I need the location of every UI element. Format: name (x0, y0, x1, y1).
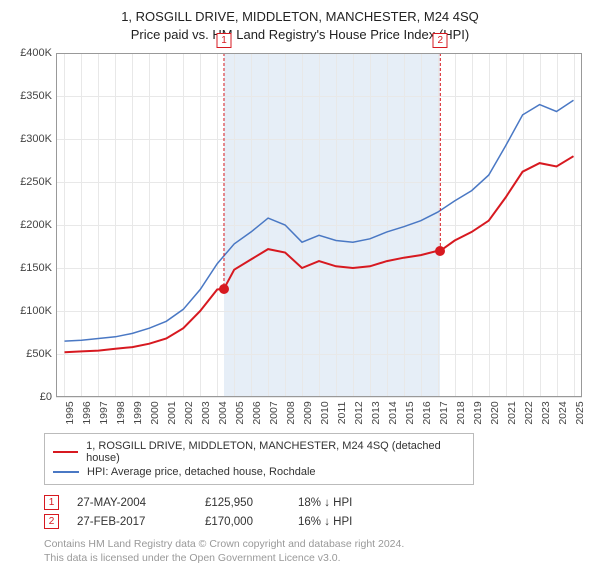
x-tick-label: 2002 (183, 401, 195, 424)
x-tick-label: 1996 (81, 401, 93, 424)
legend-label: HPI: Average price, detached house, Roch… (87, 466, 316, 478)
transaction-marker: 2 (44, 514, 59, 529)
x-tick-label: 1995 (64, 401, 76, 424)
attribution: Contains HM Land Registry data © Crown c… (44, 537, 590, 565)
x-tick-label: 2005 (234, 401, 246, 424)
x-tick-label: 2017 (438, 401, 450, 424)
y-tick-label: £50K (26, 348, 52, 360)
x-tick-label: 1999 (132, 401, 144, 424)
x-tick-label: 2021 (506, 401, 518, 424)
marker-label-1: 1 (216, 33, 231, 48)
chart-container: 1, ROSGILL DRIVE, MIDDLETON, MANCHESTER,… (0, 0, 600, 560)
x-tick-label: 2016 (421, 401, 433, 424)
transaction-price: £170,000 (205, 516, 280, 528)
plot-area: 12 (56, 53, 582, 397)
transaction-table: 1 27-MAY-2004 £125,950 18% ↓ HPI 2 27-FEB-201… (44, 493, 590, 531)
y-axis: £0£50K£100K£150K£200K£250K£300K£350K£400… (10, 53, 56, 397)
y-tick-label: £350K (20, 90, 52, 102)
x-tick-label: 2007 (268, 401, 280, 424)
y-tick-label: £0 (40, 391, 52, 403)
x-tick-label: 2003 (200, 401, 212, 424)
x-tick-label: 2024 (557, 401, 569, 424)
title-line-2: Price paid vs. HM Land Registry's House … (10, 26, 590, 44)
transaction-date: 27-MAY-2004 (77, 497, 187, 509)
x-tick-label: 2019 (472, 401, 484, 424)
transaction-marker: 1 (44, 495, 59, 510)
x-tick-label: 2001 (166, 401, 178, 424)
transaction-row: 1 27-MAY-2004 £125,950 18% ↓ HPI (44, 493, 590, 512)
legend-swatch (53, 451, 78, 453)
legend: 1, ROSGILL DRIVE, MIDDLETON, MANCHESTER,… (44, 433, 474, 485)
y-tick-label: £100K (20, 305, 52, 317)
legend-row: HPI: Average price, detached house, Roch… (53, 465, 465, 479)
x-tick-label: 2018 (455, 401, 467, 424)
marker-label-2: 2 (433, 33, 448, 48)
legend-row: 1, ROSGILL DRIVE, MIDDLETON, MANCHESTER,… (53, 439, 465, 465)
line-chart-svg (56, 53, 582, 397)
transaction-row: 2 27-FEB-2017 £170,000 16% ↓ HPI (44, 512, 590, 531)
x-tick-label: 2000 (149, 401, 161, 424)
transaction-date: 27-FEB-2017 (77, 516, 187, 528)
transaction-pct: 16% ↓ HPI (298, 516, 388, 528)
x-tick-label: 2004 (217, 401, 229, 424)
legend-swatch (53, 471, 79, 473)
title-line-1: 1, ROSGILL DRIVE, MIDDLETON, MANCHESTER,… (10, 8, 590, 26)
x-tick-label: 2010 (319, 401, 331, 424)
x-tick-label: 2014 (387, 401, 399, 424)
y-tick-label: £400K (20, 47, 52, 59)
x-tick-label: 2013 (370, 401, 382, 424)
x-tick-label: 2008 (285, 401, 297, 424)
series-property (65, 156, 574, 352)
chart-area: £0 £50K £100K £150K £200K £250K £300K £350K £400… (10, 49, 590, 427)
x-tick-label: 1997 (98, 401, 110, 424)
x-tick-label: 2022 (523, 401, 535, 424)
x-tick-label: 2011 (336, 402, 348, 425)
x-tick-label: 2006 (251, 401, 263, 424)
x-tick-label: 2012 (353, 401, 365, 424)
x-axis: 1995 1996 1997 1998 1999 2000 2001 2002 2003 2004… (56, 397, 582, 427)
marker-dot-1 (219, 284, 229, 294)
marker-dot-2 (435, 246, 445, 256)
y-tick-label: £300K (20, 133, 52, 145)
x-tick-label: 2025 (574, 401, 586, 424)
transaction-price: £125,950 (205, 497, 280, 509)
y-tick-label: £250K (20, 176, 52, 188)
x-tick-label: 2020 (489, 401, 501, 424)
legend-label: 1, ROSGILL DRIVE, MIDDLETON, MANCHESTER,… (86, 440, 465, 464)
x-tick-label: 1998 (115, 401, 127, 424)
y-tick-label: £200K (20, 219, 52, 231)
x-tick-label: 2015 (404, 401, 416, 424)
y-tick-label: £150K (20, 262, 52, 274)
x-tick-label: 2009 (302, 401, 314, 424)
series-hpi (65, 100, 574, 341)
attribution-line-1: Contains HM Land Registry data © Crown c… (44, 537, 590, 551)
x-tick-label: 2023 (540, 401, 552, 424)
transaction-pct: 18% ↓ HPI (298, 497, 388, 509)
attribution-line-2: This data is licensed under the Open Gov… (44, 551, 590, 565)
